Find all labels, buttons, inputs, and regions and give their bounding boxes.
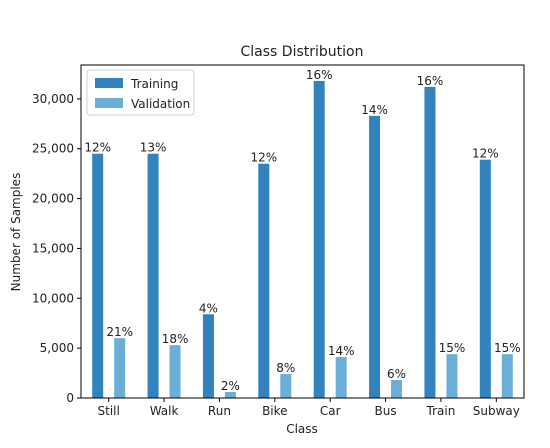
legend-swatch-training: [95, 78, 123, 88]
data-label: 4%: [199, 301, 218, 315]
data-label: 2%: [221, 379, 240, 393]
x-tick-label: Bike: [262, 404, 287, 418]
bar-validation: [446, 354, 458, 398]
x-tick-label: Still: [98, 404, 120, 418]
data-label: 6%: [387, 367, 406, 381]
y-tick-label: 30,000: [32, 92, 74, 106]
data-label: 15%: [494, 341, 521, 355]
data-label: 12%: [84, 141, 111, 155]
x-axis-label: Class: [286, 422, 318, 436]
x-tick-label: Bus: [375, 404, 397, 418]
bar-validation: [114, 338, 126, 398]
data-label: 21%: [106, 325, 133, 339]
bar-training: [424, 86, 436, 398]
x-tick-label: Run: [208, 404, 231, 418]
legend-swatch-validation: [95, 98, 123, 108]
data-label: 16%: [417, 74, 444, 88]
bar-validation: [501, 354, 513, 398]
data-label: 13%: [140, 141, 167, 155]
data-label: 8%: [276, 361, 295, 375]
x-tick-label: Car: [320, 404, 341, 418]
bar-training: [92, 153, 104, 398]
data-label: 14%: [361, 103, 388, 117]
bar-training: [202, 314, 214, 398]
y-tick-label: 0: [66, 391, 74, 405]
bar-training: [369, 115, 381, 399]
y-tick-label: 10,000: [32, 291, 74, 305]
bar-training: [313, 80, 325, 399]
data-label: 12%: [472, 147, 499, 161]
x-tick-label: Subway: [473, 404, 520, 418]
bar-validation: [280, 374, 292, 398]
y-tick-label: 15,000: [32, 241, 74, 255]
y-tick-label: 25,000: [32, 142, 74, 156]
x-tick-label: Walk: [150, 404, 179, 418]
bar-training: [147, 153, 159, 398]
x-tick-label: Train: [426, 404, 456, 418]
bar-training: [479, 159, 491, 398]
data-label: 16%: [306, 68, 333, 82]
bar-validation: [224, 392, 236, 398]
bar-validation: [169, 345, 181, 398]
bar-training: [258, 163, 270, 398]
data-label: 15%: [439, 341, 466, 355]
legend-label-training: Training: [130, 77, 178, 91]
plot-area: 0 5,000 10,000 15,000 20,000 25,000 30,000 12% 2…: [32, 64, 525, 418]
axes-frame: [80, 64, 525, 399]
y-tick-label: 5,000: [40, 341, 74, 355]
y-tick-label: 20,000: [32, 192, 74, 206]
legend-label-validation: Validation: [131, 97, 190, 111]
data-label: 12%: [250, 151, 277, 165]
chart-title: Class Distribution: [241, 44, 364, 60]
data-label: 14%: [328, 344, 355, 358]
y-axis-label: Number of Samples: [9, 173, 23, 292]
bar-validation: [335, 357, 347, 398]
data-label: 18%: [162, 332, 189, 346]
bar-validation: [391, 380, 403, 398]
